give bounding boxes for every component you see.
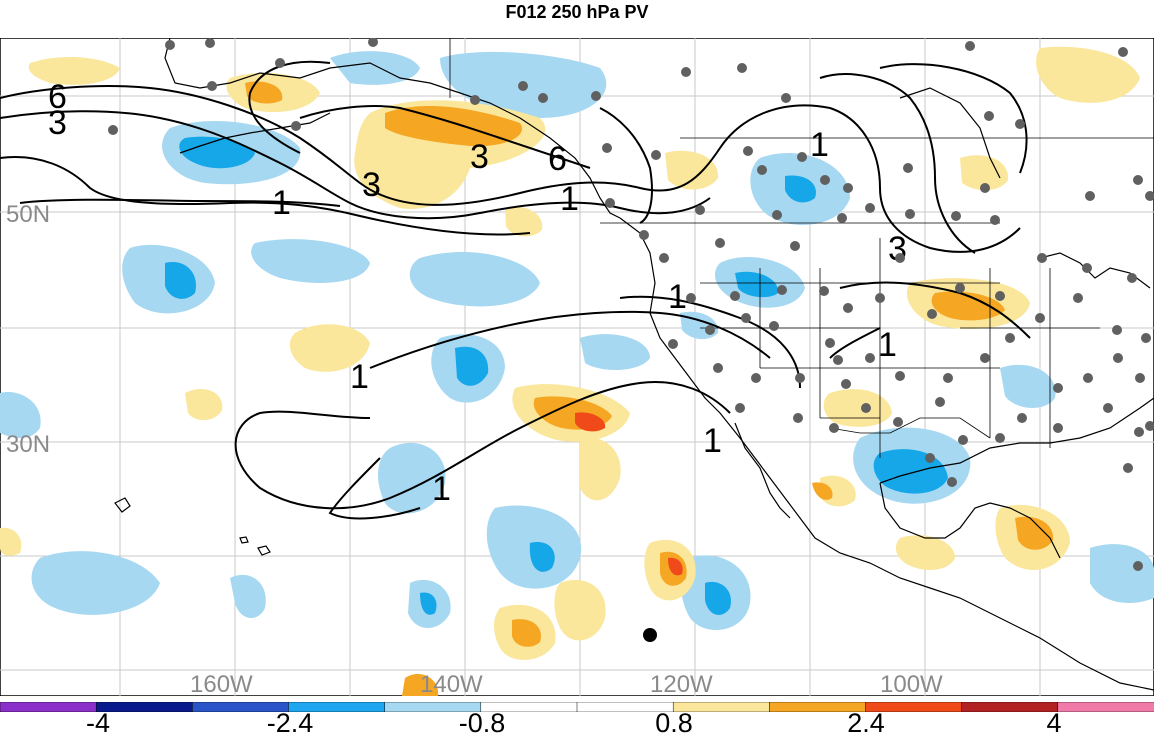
contour-label: 6 <box>548 140 567 178</box>
colorbar-tick-label: -2.4 <box>266 708 314 738</box>
contour-label: 1 <box>810 126 829 164</box>
contour-label: 1 <box>272 184 291 222</box>
colorbar-tick-label: 2.4 <box>847 708 885 738</box>
coastlines <box>114 38 1154 691</box>
contour-label: 3 <box>470 138 489 176</box>
contour-label: 3 <box>48 104 67 142</box>
marker-dot <box>643 628 657 642</box>
positive-pv-anomalies <box>0 46 1140 696</box>
contour-label: 1 <box>560 180 579 218</box>
contour-label: 1 <box>350 358 369 396</box>
contour-label: 1 <box>703 422 722 460</box>
lon-label: 120W <box>650 671 713 696</box>
colorbar-segment <box>1057 702 1154 712</box>
lon-label: 160W <box>190 671 253 696</box>
colorbar-tick-label: 4 <box>1046 708 1062 738</box>
contour-label: 1 <box>878 326 897 364</box>
lat-label: 50N <box>6 201 50 228</box>
colorbar-tick-label: -4 <box>85 708 111 738</box>
contour-label: 3 <box>362 166 381 204</box>
contour-label: 6 <box>48 78 67 116</box>
station-dots <box>108 38 1154 571</box>
pv-contours <box>0 60 1031 520</box>
contour-label: 1 <box>432 470 451 508</box>
pv-map: 6 3 3 3 1 1 6 1 1 3 1 1 1 1 <box>0 38 1154 696</box>
contour-label: 1 <box>668 278 687 316</box>
lat-label: 30N <box>6 431 50 458</box>
colorbar-labels: -4 -2.4 -0.8 0.8 2.4 4 <box>0 708 1154 739</box>
lon-label: 100W <box>880 671 943 696</box>
colorbar <box>0 702 1154 712</box>
lon-label: 140W <box>420 671 483 696</box>
colorbar-tick-label: 0.8 <box>655 708 693 738</box>
colorbar-tick-label: -0.8 <box>458 708 506 738</box>
chart-title: F012 250 hPa PV <box>505 2 649 22</box>
state-borders <box>449 38 1154 458</box>
